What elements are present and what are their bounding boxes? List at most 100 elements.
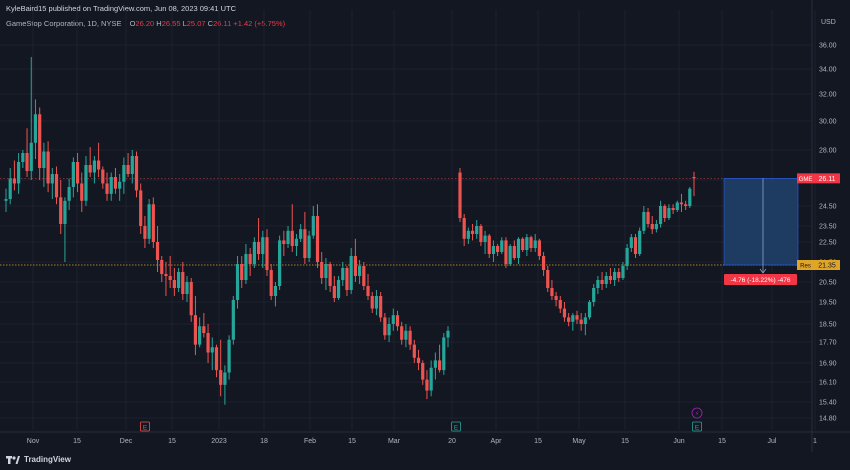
candle-body[interactable] — [294, 238, 299, 246]
candle-body[interactable] — [4, 199, 8, 201]
candle-body[interactable] — [282, 240, 286, 244]
candle-body[interactable] — [71, 162, 75, 187]
candle-body[interactable] — [80, 183, 84, 201]
candle-body[interactable] — [433, 360, 437, 368]
candle-body[interactable] — [479, 226, 483, 242]
candle-body[interactable] — [21, 153, 25, 162]
tradingview-logo[interactable]: TradingView — [6, 455, 71, 464]
candle-body[interactable] — [210, 347, 214, 353]
candle-body[interactable] — [299, 229, 303, 239]
candle-body[interactable] — [315, 216, 320, 262]
measure-box[interactable] — [723, 178, 799, 266]
candle-body[interactable] — [328, 264, 332, 286]
symbol-name[interactable]: GameStop Corporation, 1D, NYSE — [6, 19, 122, 28]
candle-body[interactable] — [429, 367, 433, 391]
candle-body[interactable] — [345, 268, 349, 290]
earnings-event-icon[interactable] — [692, 421, 702, 432]
candle-body[interactable] — [496, 246, 500, 252]
candle-body[interactable] — [679, 202, 684, 205]
candle-body[interactable] — [17, 162, 21, 184]
candle-body[interactable] — [654, 224, 658, 230]
candle-body[interactable] — [600, 280, 604, 284]
candle-body[interactable] — [642, 212, 646, 231]
candle-body[interactable] — [579, 319, 583, 324]
candle-body[interactable] — [550, 288, 554, 296]
candle-body[interactable] — [508, 246, 512, 264]
candle-body[interactable] — [223, 372, 227, 385]
candle-body[interactable] — [374, 296, 379, 309]
candle-body[interactable] — [33, 114, 38, 143]
candle-body[interactable] — [667, 208, 671, 218]
candle-body[interactable] — [185, 282, 189, 294]
candle-body[interactable] — [38, 114, 42, 168]
candle-body[interactable] — [155, 242, 160, 260]
candle-body[interactable] — [412, 344, 416, 358]
candle-body[interactable] — [663, 206, 667, 218]
candle-body[interactable] — [219, 370, 223, 385]
candle-body[interactable] — [521, 238, 525, 250]
candle-body[interactable] — [604, 276, 608, 284]
candle-body[interactable] — [638, 230, 642, 254]
candle-body[interactable] — [425, 379, 429, 391]
candle-body[interactable] — [248, 254, 252, 264]
candle-body[interactable] — [8, 178, 12, 200]
candle-body[interactable] — [362, 266, 366, 286]
candle-body[interactable] — [358, 266, 362, 276]
candle-body[interactable] — [88, 165, 92, 173]
candle-body[interactable] — [59, 197, 63, 224]
candle-body[interactable] — [562, 308, 567, 318]
candle-body[interactable] — [529, 237, 533, 248]
candle-body[interactable] — [101, 169, 105, 184]
candle-body[interactable] — [400, 326, 404, 340]
candle-body[interactable] — [147, 204, 151, 239]
candle-body[interactable] — [244, 254, 248, 280]
candle-body[interactable] — [537, 240, 541, 256]
candle-body[interactable] — [46, 151, 50, 184]
candle-body[interactable] — [353, 256, 357, 276]
candle-body[interactable] — [437, 360, 442, 371]
candle-body[interactable] — [261, 237, 265, 254]
candle-body[interactable] — [240, 264, 244, 280]
candle-body[interactable] — [658, 206, 663, 224]
candle-body[interactable] — [341, 268, 345, 280]
candle-body[interactable] — [421, 363, 425, 380]
earnings-event-icon[interactable] — [451, 421, 461, 432]
candle-body[interactable] — [391, 315, 395, 324]
candle-body[interactable] — [567, 317, 571, 322]
candle-body[interactable] — [587, 302, 592, 318]
candle-body[interactable] — [92, 160, 96, 173]
candle-body[interactable] — [118, 181, 122, 189]
candle-body[interactable] — [608, 276, 613, 280]
candle-body[interactable] — [416, 357, 421, 363]
candle-body[interactable] — [525, 237, 529, 250]
candle-body[interactable] — [504, 240, 508, 264]
candle-body[interactable] — [311, 216, 315, 236]
candle-body[interactable] — [650, 224, 654, 230]
candle-body[interactable] — [554, 296, 558, 300]
candle-body[interactable] — [252, 242, 256, 264]
candle-body[interactable] — [273, 286, 278, 296]
candle-body[interactable] — [404, 330, 408, 340]
candle-body[interactable] — [97, 160, 101, 170]
candle-body[interactable] — [278, 240, 282, 286]
candle-body[interactable] — [675, 202, 679, 210]
candle-body[interactable] — [105, 183, 109, 194]
candle-body[interactable] — [168, 276, 172, 280]
candle-body[interactable] — [466, 230, 470, 239]
candle-body[interactable] — [512, 246, 516, 258]
candle-body[interactable] — [671, 208, 675, 210]
candle-body[interactable] — [633, 237, 638, 254]
candle-body[interactable] — [67, 186, 71, 201]
candle-body[interactable] — [596, 280, 600, 288]
candle-body[interactable] — [483, 235, 487, 242]
candle-body[interactable] — [269, 270, 273, 296]
candle-body[interactable] — [198, 326, 202, 345]
candle-body[interactable] — [122, 165, 126, 182]
candle-body[interactable] — [113, 177, 118, 189]
candle-body[interactable] — [172, 280, 176, 288]
candle-body[interactable] — [202, 326, 206, 333]
candle-body[interactable] — [379, 296, 383, 318]
candle-body[interactable] — [366, 286, 370, 296]
candle-body[interactable] — [625, 248, 629, 266]
candle-body[interactable] — [336, 280, 341, 298]
